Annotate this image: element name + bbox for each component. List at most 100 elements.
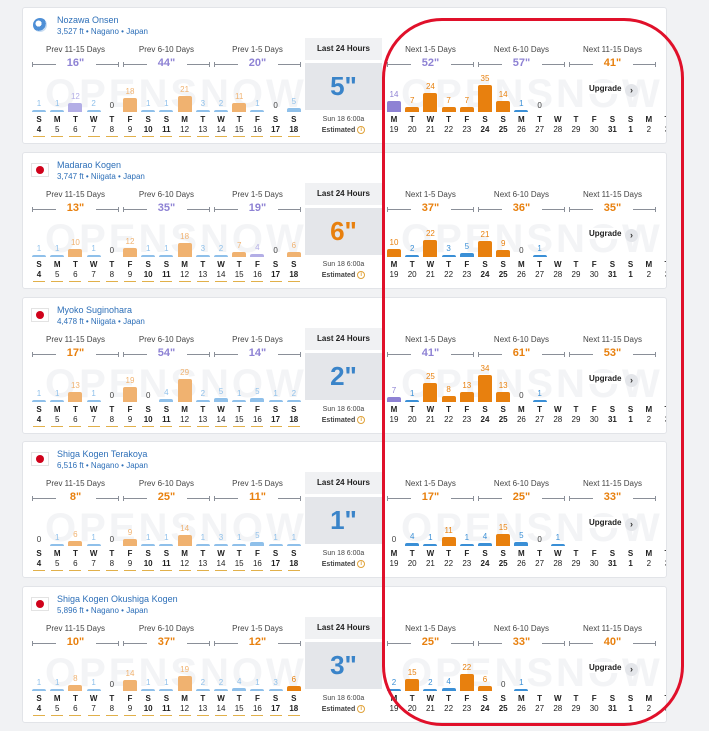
info-icon[interactable]: i xyxy=(357,271,366,279)
day-number: 11 xyxy=(162,559,171,568)
upgrade-link[interactable]: Upgrade xyxy=(587,83,624,94)
resort-name-link[interactable]: Madarao Kogen xyxy=(57,160,122,170)
upgrade-link[interactable]: Upgrade xyxy=(587,662,624,673)
snow-bar xyxy=(86,544,101,546)
resort-meta: 3,527 ft • Nagano • Japan xyxy=(57,27,148,36)
info-icon[interactable]: i xyxy=(357,416,366,424)
snow-amount: 3 xyxy=(273,677,278,687)
upgrade-link[interactable]: Upgrade xyxy=(587,228,624,239)
day-letter: S xyxy=(500,115,506,124)
day-number: 16 xyxy=(252,125,262,134)
day-number: 1 xyxy=(628,415,633,424)
resort-meta: 6,516 ft • Nagano • Japan xyxy=(57,461,148,470)
day-letter: S xyxy=(36,694,42,703)
period-total: 37" xyxy=(146,636,187,648)
day-underline xyxy=(87,715,100,716)
flag-sun xyxy=(36,311,44,319)
snow-amount: 1 xyxy=(464,533,470,542)
resort-name-link[interactable]: Shiga Kogen Okushiga Kogen xyxy=(57,594,178,604)
upgrade-link[interactable]: Upgrade xyxy=(587,517,624,528)
snow-bar xyxy=(195,400,210,402)
snow-bar xyxy=(50,689,65,691)
snow-amount: 1 xyxy=(555,533,561,542)
chevron-right-icon[interactable]: › xyxy=(625,518,638,531)
day-underline xyxy=(233,136,246,137)
day-number: 8 xyxy=(109,415,115,424)
chevron-right-icon[interactable]: › xyxy=(625,374,638,387)
day-column: 21 M 12 xyxy=(176,8,194,143)
snow-bar xyxy=(214,398,228,402)
day-letter: F xyxy=(127,405,133,414)
day-number: 30 xyxy=(589,125,599,134)
day-column: 4 S 11 xyxy=(157,298,175,433)
day-number: 25 xyxy=(498,415,508,424)
chevron-right-icon[interactable]: › xyxy=(625,229,638,242)
day-letter: S xyxy=(500,405,506,414)
resort-name-link[interactable]: Myoko Suginohara xyxy=(57,305,133,315)
resort-card[interactable]: OPENSNOW OPENSNOW Shiga Kogen Okushiga Kog… xyxy=(22,586,667,723)
snow-amount: 8 xyxy=(446,384,451,394)
day-letter: F xyxy=(591,115,597,124)
period-label: Next 11-15 Days xyxy=(583,190,642,199)
day-column: 13 F 23 xyxy=(458,298,476,433)
snow-amount: 1 xyxy=(54,678,60,687)
snow-bar xyxy=(423,689,438,691)
last-24-hours-title: Last 24 Hours xyxy=(305,617,382,639)
day-number: 15 xyxy=(234,125,244,134)
day-column: 1 W 28 xyxy=(549,442,567,577)
snow-amount: 1 xyxy=(145,533,151,542)
snow-bar xyxy=(195,544,210,546)
day-column: 1 S 10 xyxy=(139,442,157,577)
snow-bar xyxy=(123,247,137,257)
day-letter: M xyxy=(645,549,653,558)
resort-card[interactable]: OPENSNOW OPENSNOW Shiga Kogen Terakoya 6,51… xyxy=(22,441,667,578)
period-total: 33" xyxy=(501,636,542,648)
snow-amount: 2 xyxy=(218,244,224,253)
resort-meta: 3,747 ft • Niigata • Japan xyxy=(57,172,145,181)
snow-amount: 5 xyxy=(255,387,260,397)
day-letter: T xyxy=(573,694,579,703)
day-underline xyxy=(105,426,118,427)
snow-amount: 10 xyxy=(70,238,80,248)
day-column: 4 F 16 xyxy=(248,153,266,288)
estimated-label: Estimated i xyxy=(305,126,382,134)
snow-amount: 1 xyxy=(91,244,96,253)
day-number: 24 xyxy=(480,125,490,134)
day-number: 14 xyxy=(216,270,226,279)
snow-amount: 1 xyxy=(273,389,278,398)
snow-bar xyxy=(214,689,228,691)
info-icon[interactable]: i xyxy=(357,705,366,713)
snow-amount: 1 xyxy=(236,389,242,398)
day-column: 2 W 14 xyxy=(212,587,230,722)
snow-amount: 4 xyxy=(255,242,260,252)
day-letter: F xyxy=(254,405,260,414)
upgrade-link[interactable]: Upgrade xyxy=(587,373,624,384)
day-column: T3 xyxy=(658,153,666,288)
day-letter: S xyxy=(163,115,170,124)
info-icon[interactable]: i xyxy=(357,126,366,134)
resort-card[interactable]: OPENSNOW OPENSNOW Madarao Kogen 3,747 ft • … xyxy=(22,152,667,289)
day-letter: S xyxy=(627,694,634,703)
last-24-hours-value: 1" xyxy=(305,497,382,544)
chevron-right-icon[interactable]: › xyxy=(625,84,638,97)
snow-bar xyxy=(159,398,174,402)
resort-card[interactable]: OPENSNOW OPENSNOW Nozawa Onsen 3,527 ft • N… xyxy=(22,7,667,144)
snow-amount: 11 xyxy=(444,526,453,536)
resort-name-link[interactable]: Shiga Kogen Terakoya xyxy=(57,449,148,459)
day-underline xyxy=(105,136,118,137)
snow-bar xyxy=(478,84,492,112)
day-number: 23 xyxy=(462,704,472,713)
period-label: Next 11-15 Days xyxy=(583,624,642,633)
snow-bar xyxy=(423,239,438,257)
last-24-hours-panel: Last 24 Hours 5" Sun 18 6:00a Estimated i xyxy=(305,38,382,136)
day-letter: T xyxy=(236,694,242,703)
day-letter: S xyxy=(163,260,170,269)
info-icon[interactable]: i xyxy=(357,560,366,568)
chevron-right-icon[interactable]: › xyxy=(625,663,638,676)
snow-amount: 0 xyxy=(145,391,151,400)
resort-card[interactable]: OPENSNOW OPENSNOW Myoko Suginohara 4,478 ft… xyxy=(22,297,667,434)
day-column: 3 S 17 xyxy=(267,587,285,722)
resort-name-link[interactable]: Nozawa Onsen xyxy=(57,15,119,25)
